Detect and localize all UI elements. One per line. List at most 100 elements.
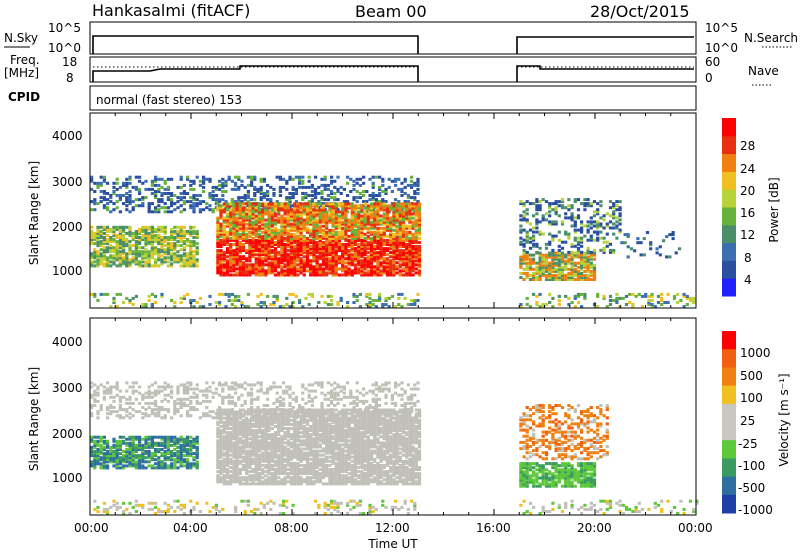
power-cell [312,259,316,263]
power-cell [608,226,613,230]
power-cell [198,305,202,309]
power-cell [365,200,369,204]
power-cell [330,299,334,302]
velocity-cell [198,389,202,393]
power-cell [586,276,590,279]
power-cell [309,234,313,238]
power-cell [373,234,377,238]
power-cell [337,245,342,248]
power-cell [256,206,260,210]
power-cell [328,247,332,251]
power-cell [192,250,196,254]
power-cell [331,212,335,216]
velocity-cell [186,443,190,447]
power-cell [417,210,422,214]
power-ytick-3000: 3000 [52,175,83,189]
velocity-cell [134,435,138,439]
power-cell [198,183,202,187]
power-cell [615,226,619,230]
velocity-cell [138,435,142,439]
velocity-cell [371,505,375,509]
power-cell [195,229,199,233]
power-cell [328,216,332,220]
velocity-cell [583,503,587,507]
power-cell [389,230,393,234]
velocity-cell [157,507,161,511]
power-cell [299,226,303,230]
power-cell [237,175,241,179]
power-cell [602,226,606,230]
power-cell [328,234,332,238]
power-cell [408,204,412,208]
power-cell [273,249,278,253]
power-cell [273,265,278,269]
power-cell [138,250,142,254]
power-cell [525,234,529,238]
power-cell [363,261,367,265]
power-cell [309,210,313,214]
power-cell [256,303,260,306]
power-cell [286,263,290,267]
power-cell [305,226,310,230]
power-cell [264,208,268,212]
power-cell [264,263,268,267]
power-cell [414,238,418,242]
power-cell [538,208,542,212]
power-cell [253,194,257,197]
velocity-cell [141,452,145,456]
velocity-cell [128,452,132,456]
power-cell [363,259,367,263]
power-cell [277,234,281,238]
power-cell [267,232,271,236]
power-cell [261,202,265,206]
power-cell [341,206,345,210]
power-cell [403,192,407,195]
power-cell [337,255,342,259]
velocity-cell [179,456,183,460]
velocity-cell [605,501,609,505]
velocity-cell [90,464,94,468]
power-cell [270,251,274,255]
velocity-cell [157,414,161,418]
power-cell [395,232,399,236]
power-cell [382,208,386,212]
power-cell [328,241,332,244]
power-cell [309,228,313,232]
power-cell [334,214,338,218]
power-cell [357,236,361,240]
velocity-cell [214,387,218,391]
power-cell [535,206,539,210]
power-cell [337,267,342,271]
power-cell [344,243,348,246]
power-cell [237,299,241,302]
power-cell [373,255,377,259]
power-cell [141,258,145,262]
power-cell [270,208,274,212]
power-cell [235,249,239,253]
velocity-cell [221,401,225,405]
power-cell [573,294,577,298]
power-cell [264,228,268,232]
power-cell [363,263,367,267]
power-cell [251,222,255,226]
power-cell [599,230,603,234]
power-cell [314,175,318,179]
velocity-cell [205,389,209,393]
power-cell [586,248,590,252]
power-cell [294,192,298,195]
velocity-cell [118,389,122,393]
power-cell [192,262,196,266]
power-cell [160,246,164,250]
power-cell [144,244,148,248]
velocity-cell [557,505,561,509]
power-cell [315,271,319,275]
power-cell [192,299,196,302]
power-cell [395,238,399,242]
power-cell [333,192,337,195]
power-cell [551,257,555,261]
power-cell [122,242,126,246]
power-cell [219,243,223,246]
power-cell [382,214,386,218]
velocity-cell [93,397,97,401]
power-cbar-swatch [722,278,736,297]
